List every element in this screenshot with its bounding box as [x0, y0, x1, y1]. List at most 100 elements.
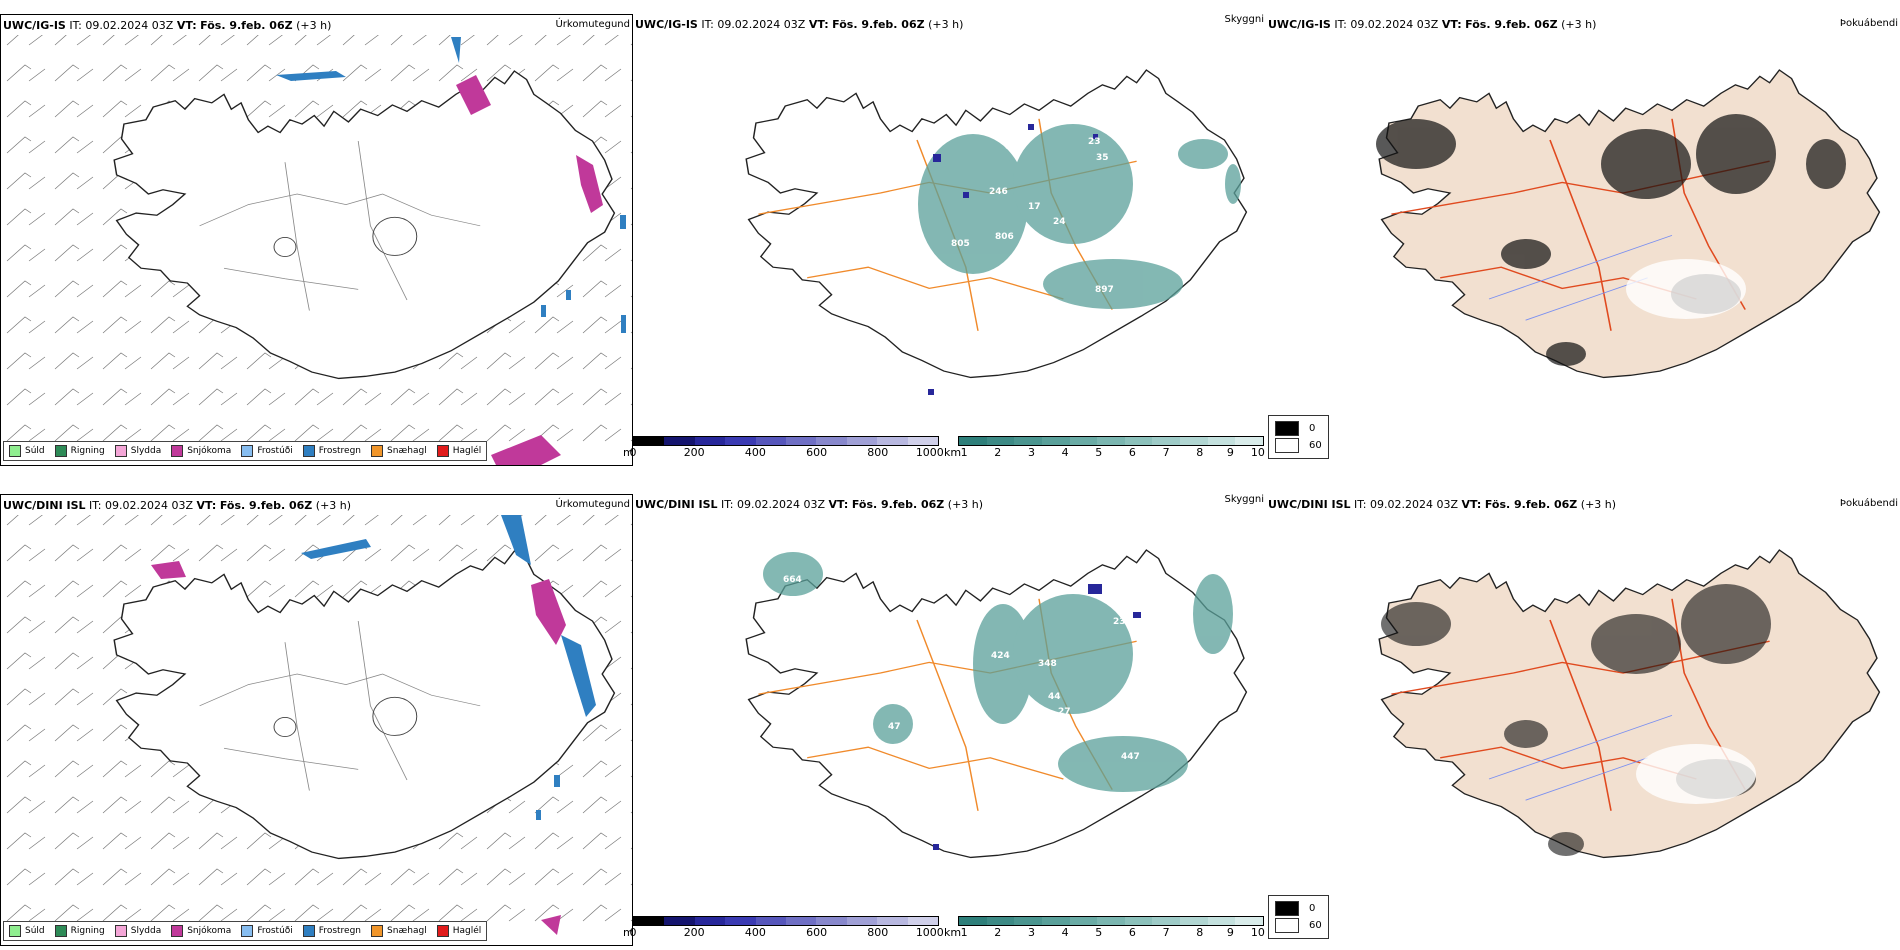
- model-name: UWC/IG-IS: [3, 19, 66, 32]
- init-time: IT: 09.02.2024 03Z: [1354, 498, 1459, 511]
- tick-label: 0: [629, 446, 637, 459]
- cloud-base-label: 44: [1048, 692, 1061, 702]
- fog-panel-bottom: UWC/DINI ISL IT: 09.02.2024 03Z VT: Fös.…: [1266, 494, 1900, 946]
- tick-label: 600: [806, 926, 828, 939]
- visibility-scale-bottom: 1 2 3 4 5 6 7 8 9 10 km: [944, 916, 1265, 944]
- tick-label: 1: [960, 446, 968, 459]
- precip-map: [1, 35, 632, 465]
- tick-label: 400: [744, 446, 766, 459]
- tick-label: 600: [806, 446, 828, 459]
- legend-item: Rigning: [54, 445, 105, 457]
- cloud-base-label: 897: [1095, 285, 1114, 295]
- lead-time: (+3 h): [296, 19, 332, 32]
- model-name: UWC/DINI ISL: [1268, 498, 1351, 511]
- valid-time-label: VT:: [176, 19, 197, 32]
- init-time: IT: 09.02.2024 03Z: [1334, 18, 1439, 31]
- precip-areas: [456, 75, 603, 465]
- cloud-base-label: 35: [1096, 153, 1109, 163]
- valid-time-label: VT:: [808, 18, 829, 31]
- visibility-map: 664 424 348 44 27 447 57 47 44 23: [745, 549, 1248, 859]
- model-name: UWC/DINI ISL: [3, 499, 86, 512]
- legend-item: Slydda: [114, 925, 161, 937]
- legend-item: Frostregn: [302, 445, 361, 457]
- tick-label: 5: [1095, 446, 1103, 459]
- lead-time: (+3 h): [1561, 18, 1597, 31]
- tick-label: 1000: [915, 926, 944, 939]
- valid-time-label: VT:: [828, 498, 849, 511]
- tick-label: 3: [1027, 926, 1035, 939]
- height-unit: m: [623, 926, 634, 939]
- cloud-base-label: 8: [1005, 142, 1011, 152]
- tick-label: 0: [629, 926, 637, 939]
- visibility-unit: km: [944, 446, 962, 459]
- precip-legend: Súld Rigning Slydda Snjókoma Frostúði Fr…: [3, 921, 488, 941]
- fog-legend-top: 0 60: [1268, 415, 1329, 459]
- cloud-base-label: 17: [1028, 202, 1041, 212]
- cloud-base-label: 348: [1038, 659, 1057, 669]
- tick-label: 9: [1226, 926, 1234, 939]
- cloud-base-label: 246: [989, 187, 1008, 197]
- tick-label: 6: [1128, 446, 1136, 459]
- visibility-scale-cells: [958, 436, 1264, 446]
- model-name: UWC/IG-IS: [1268, 18, 1331, 31]
- fog-legend-item: 60: [1275, 437, 1322, 454]
- height-scale-cells: [633, 436, 939, 446]
- cloud-base-label: 424: [991, 651, 1010, 661]
- lead-time: (+3 h): [928, 18, 964, 31]
- valid-time-label: VT:: [1461, 498, 1482, 511]
- valid-time: Fös. 9.feb. 06Z: [1484, 498, 1578, 511]
- panel-header: UWC/IG-IS IT: 09.02.2024 03Z VT: Fös. 9.…: [3, 19, 630, 32]
- visibility-scale-ticks: 1 2 3 4 5 6 7 8 9 10: [958, 926, 1265, 939]
- freezing-rain-areas: [276, 37, 626, 333]
- tick-label: 10: [1250, 446, 1265, 459]
- init-time: IT: 09.02.2024 03Z: [701, 18, 806, 31]
- valid-time: Fös. 9.feb. 06Z: [219, 499, 313, 512]
- panel-header: UWC/IG-IS IT: 09.02.2024 03Z VT: Fös. 9.…: [1268, 18, 1898, 31]
- precip-areas: [151, 561, 566, 935]
- cloud-base-label: 8: [1148, 182, 1154, 192]
- cloud-base-label: 44: [1133, 597, 1146, 607]
- tick-label: 2: [994, 446, 1002, 459]
- valid-time: Fös. 9.feb. 06Z: [851, 498, 945, 511]
- fog-legend-item: 0: [1275, 420, 1322, 437]
- tick-label: 3: [1027, 446, 1035, 459]
- precip-type-panel-top: UWC/IG-IS IT: 09.02.2024 03Z VT: Fös. 9.…: [0, 14, 633, 466]
- tick-label: 4: [1061, 446, 1069, 459]
- tick-label: 8: [1196, 446, 1204, 459]
- cloud-base-label: 23: [1113, 617, 1126, 627]
- tick-label: 200: [683, 446, 705, 459]
- height-unit: m: [623, 446, 634, 459]
- cloud-base-labels: 664 424 348 44 27 447 57 47 44 23: [783, 575, 1194, 762]
- fog-legend-item: 0: [1275, 900, 1322, 917]
- cloud-base-label: 806: [995, 232, 1014, 242]
- tick-label: 6: [1128, 926, 1136, 939]
- freezing-rain-areas: [301, 515, 596, 820]
- panel-header: UWC/DINI ISL IT: 09.02.2024 03Z VT: Fös.…: [3, 499, 630, 512]
- tick-label: 4: [1061, 926, 1069, 939]
- clear-area: [1636, 744, 1756, 804]
- tick-label: 1: [960, 926, 968, 939]
- low-cloud-areas: [928, 124, 1098, 395]
- tick-label: 2: [994, 926, 1002, 939]
- tick-label: 8: [1196, 926, 1204, 939]
- tick-label: 7: [1162, 926, 1170, 939]
- legend-item: Rigning: [54, 925, 105, 937]
- height-scale-ticks: 0 200 400 600 800 1000: [629, 446, 944, 459]
- legend-item: Snjókoma: [171, 925, 231, 937]
- visibility-map: 8 23 35 8 246 806 17 805 24 897: [745, 69, 1248, 395]
- visibility-scale-ticks: 1 2 3 4 5 6 7 8 9 10: [958, 446, 1265, 459]
- legend-item: Frostúði: [241, 445, 293, 457]
- panel-header: UWC/DINI ISL IT: 09.02.2024 03Z VT: Fös.…: [635, 494, 1264, 511]
- tick-label: 10: [1250, 926, 1265, 939]
- height-scale-bottom: 0 200 400 600 800 1000 m: [623, 916, 944, 944]
- cloud-base-labels: 8 23 35 8 246 806 17 805 24 897: [951, 137, 1154, 295]
- cloud-base-label: 47: [888, 722, 901, 732]
- valid-time-label: VT:: [196, 499, 217, 512]
- init-time: IT: 09.02.2024 03Z: [69, 19, 174, 32]
- tick-label: 400: [744, 926, 766, 939]
- legend-item: Súld: [9, 445, 45, 457]
- visibility-scale-top: 1 2 3 4 5 6 7 8 9 10 km: [944, 436, 1265, 944]
- valid-time: Fös. 9.feb. 06Z: [200, 19, 293, 32]
- model-name: UWC/IG-IS: [635, 18, 698, 31]
- cloud-base-label: 24: [1053, 217, 1066, 227]
